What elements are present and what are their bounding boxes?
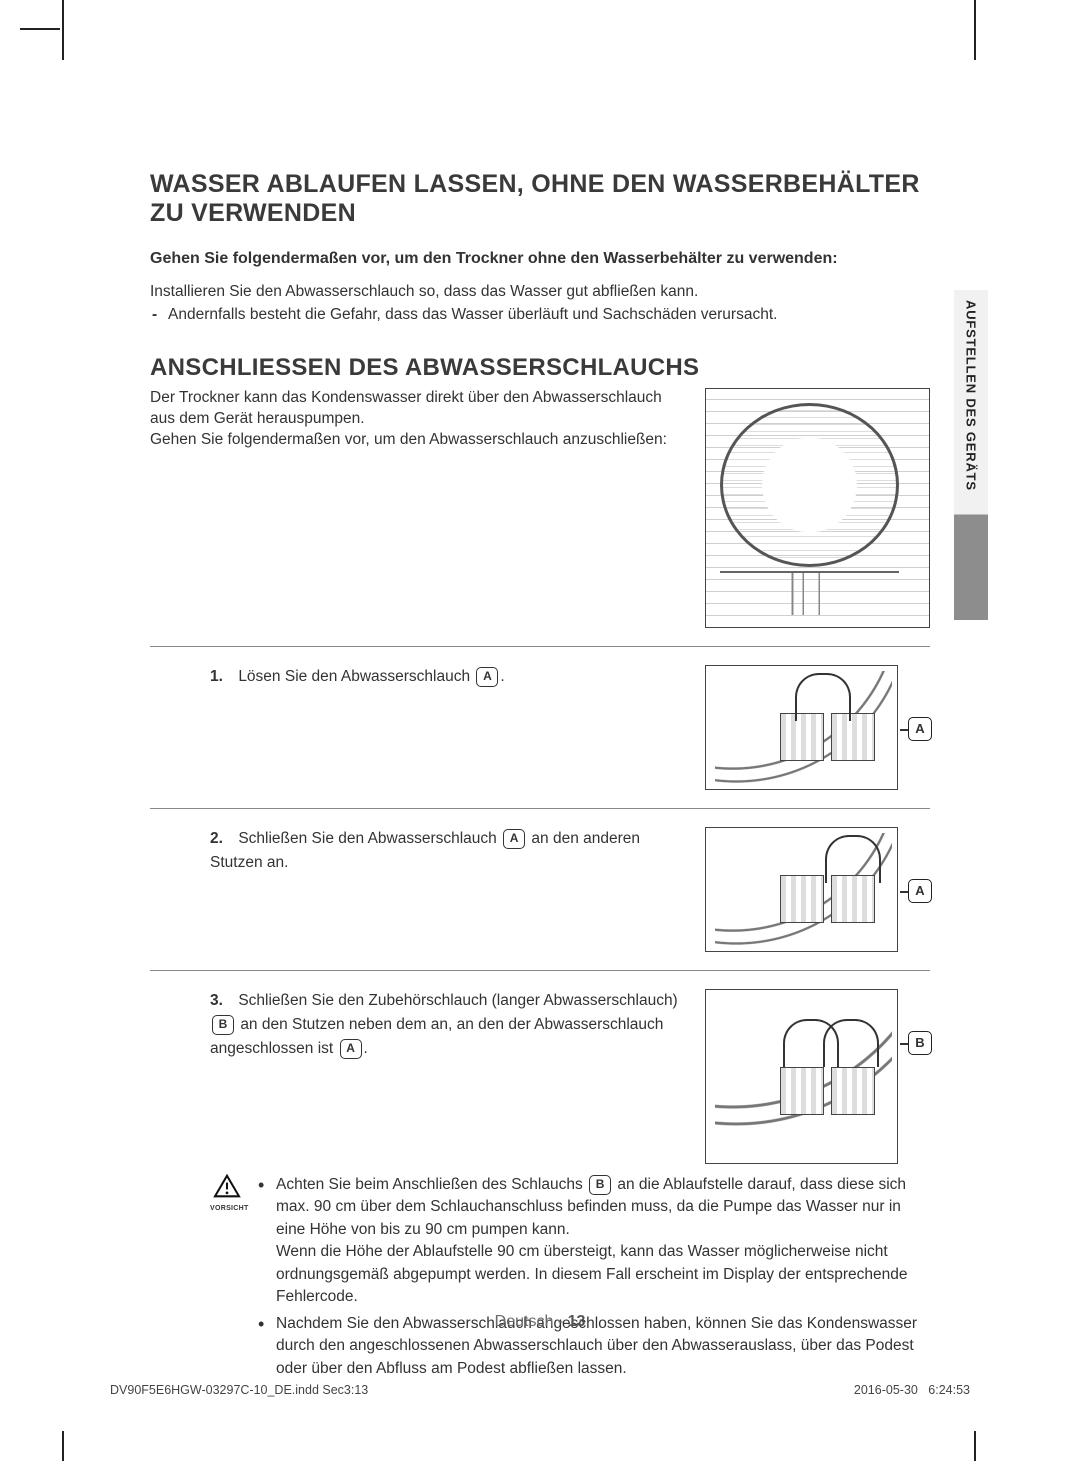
footer-file: DV90F5E6HGW-03297C-10_DE.indd Sec3:13: [110, 1383, 368, 1397]
section-title-2: ANSCHLIESSEN DES ABWASSERSCHLAUCHS: [150, 354, 930, 382]
crop-mark: [62, 0, 64, 60]
caution-block: VORSICHT Achten Sie beim Anschließen des…: [150, 1174, 930, 1384]
step-text-part: .: [500, 668, 504, 685]
divider: [150, 646, 930, 647]
step-1-illustration: A: [705, 665, 930, 790]
step-2-illustration: A: [705, 827, 930, 952]
caution-icon: VORSICHT: [210, 1174, 244, 1212]
step-3: 3. Schließen Sie den Zubehörschlauch (la…: [150, 989, 930, 1164]
crop-mark: [20, 28, 60, 30]
divider: [150, 970, 930, 971]
caution-label: VORSICHT: [210, 1205, 244, 1212]
page-footer-center: Deutsch - 13: [0, 1313, 1080, 1331]
step-text: 3. Schließen Sie den Zubehörschlauch (la…: [210, 989, 685, 1061]
step-number: 3.: [210, 989, 234, 1013]
step-text-part: .: [364, 1040, 368, 1057]
dryer-back-illustration: [705, 388, 930, 628]
page-footer-bottom: DV90F5E6HGW-03297C-10_DE.indd Sec3:13 20…: [110, 1383, 970, 1397]
label-a-icon: A: [476, 667, 498, 687]
caution-list: Achten Sie beim Anschließen des Schlauch…: [254, 1174, 930, 1384]
caution-list-item: Achten Sie beim Anschließen des Schlauch…: [254, 1174, 930, 1309]
section-title-1: WASSER ABLAUFEN LASSEN, OHNE DEN WASSERB…: [150, 170, 930, 228]
divider: [150, 808, 930, 809]
manual-page: AUFSTELLEN DES GERÄTS WASSER ABLAUFEN LA…: [0, 0, 1080, 1461]
caution-text-part: Wenn die Höhe der Ablaufstelle 90 cm übe…: [276, 1243, 908, 1305]
crop-mark: [974, 1431, 976, 1461]
step-number: 2.: [210, 827, 234, 851]
lead-paragraph: Gehen Sie folgendermaßen vor, um den Tro…: [150, 250, 930, 268]
step-text: 2. Schließen Sie den Abwasserschlauch A …: [210, 827, 685, 875]
step-1: 1. Lösen Sie den Abwasserschlauch A. A: [150, 665, 930, 790]
callout-label: B: [908, 1031, 932, 1055]
footer-date: 2016-05-30: [854, 1383, 918, 1397]
body-text: Der Trockner kann das Kondenswasser dire…: [150, 388, 685, 430]
step-text-part: Schließen Sie den Zubehörschlauch (lange…: [238, 992, 677, 1009]
step-text-part: an den Stutzen neben dem an, an den der …: [210, 1016, 663, 1057]
crop-mark: [974, 0, 976, 60]
footer-lang: Deutsch -: [495, 1313, 568, 1330]
body-text: Gehen Sie folgendermaßen vor, um den Abw…: [150, 430, 685, 451]
step-3-illustration: B: [705, 989, 930, 1164]
step-text: 1. Lösen Sie den Abwasserschlauch A.: [210, 665, 685, 689]
step-text-part: Lösen Sie den Abwasserschlauch: [238, 668, 474, 685]
dash-list-item: Andernfalls besteht die Gefahr, dass das…: [150, 305, 930, 326]
label-a-icon: A: [503, 829, 525, 849]
footer-time: 6:24:53: [928, 1383, 970, 1397]
callout-label: A: [908, 879, 932, 903]
caution-text-part: Achten Sie beim Anschließen des Schlauch…: [276, 1176, 587, 1193]
side-tab-label: AUFSTELLEN DES GERÄTS: [964, 300, 979, 491]
footer-page-number: 13: [568, 1313, 586, 1330]
step-2: 2. Schließen Sie den Abwasserschlauch A …: [150, 827, 930, 952]
body-text: Installieren Sie den Abwasserschlauch so…: [150, 282, 930, 303]
dash-list: Andernfalls besteht die Gefahr, dass das…: [150, 305, 930, 326]
label-b-icon: B: [589, 1175, 611, 1195]
crop-mark: [62, 1431, 64, 1461]
step-number: 1.: [210, 665, 234, 689]
intro-row: Der Trockner kann das Kondenswasser dire…: [150, 388, 930, 628]
step-text-part: Schließen Sie den Abwasserschlauch: [238, 830, 501, 847]
label-b-icon: B: [212, 1015, 234, 1035]
side-tab: AUFSTELLEN DES GERÄTS: [954, 290, 988, 620]
label-a-icon: A: [340, 1039, 362, 1059]
intro-text: Der Trockner kann das Kondenswasser dire…: [150, 388, 685, 451]
callout-label: A: [908, 717, 932, 741]
